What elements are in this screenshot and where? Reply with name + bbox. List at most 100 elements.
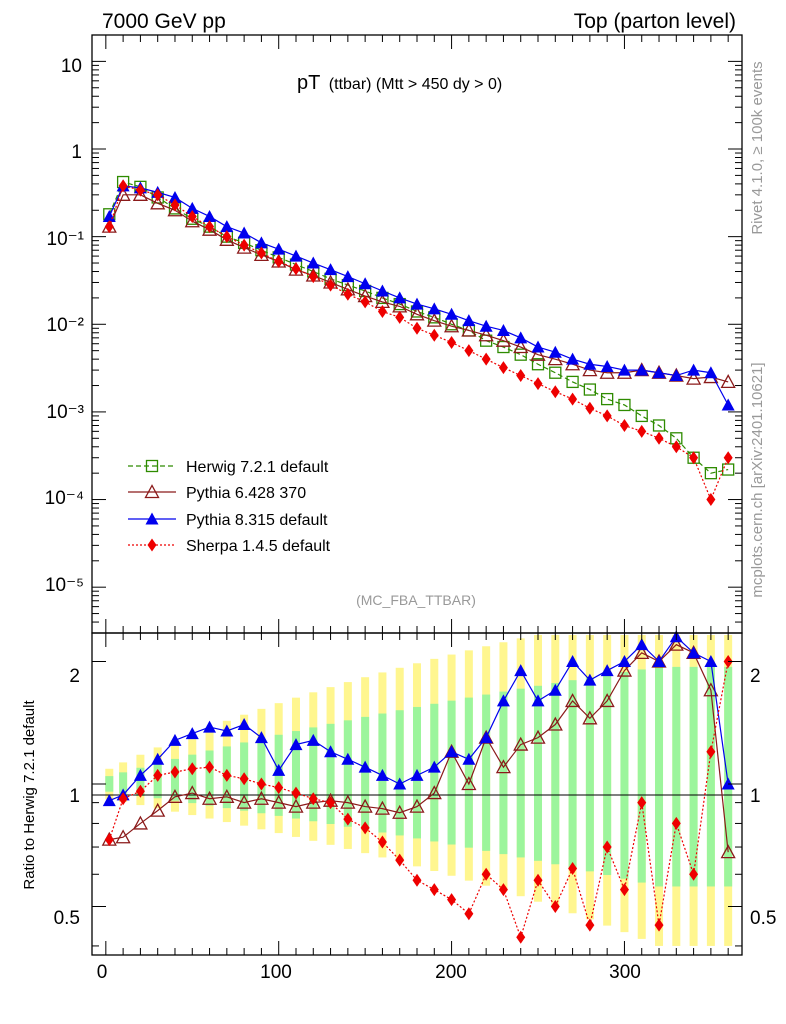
rivet-label: Rivet 4.1.0, ≥ 100k events bbox=[749, 61, 766, 234]
ytick-label: 10⁻² bbox=[47, 315, 85, 336]
data-point bbox=[168, 190, 182, 203]
ratio-point bbox=[703, 682, 719, 697]
legend-marker bbox=[145, 459, 159, 473]
band-green-segment bbox=[257, 738, 266, 814]
band-green-segment bbox=[395, 710, 404, 836]
ratio-point bbox=[720, 844, 736, 859]
axis-ticks bbox=[92, 34, 742, 955]
data-point bbox=[568, 392, 578, 406]
ratio-point bbox=[153, 768, 163, 782]
data-point bbox=[495, 332, 512, 347]
xtick-label: 300 bbox=[609, 962, 641, 983]
ratio-point bbox=[654, 918, 664, 932]
data-point bbox=[566, 352, 580, 365]
band-green-segment bbox=[343, 720, 352, 827]
ratio-point bbox=[599, 693, 615, 708]
band-green-segment bbox=[585, 677, 594, 872]
legend-label-sherpa: Sherpa 1.4.5 default bbox=[186, 538, 331, 555]
data-point bbox=[360, 295, 370, 309]
x-tick-labels: 0 100 200 300 bbox=[97, 962, 641, 983]
band-green-segment bbox=[603, 674, 612, 876]
ratio-point bbox=[170, 765, 180, 779]
ratio-point bbox=[187, 762, 197, 776]
data-point bbox=[720, 374, 736, 389]
ratio-uncertainty-band bbox=[105, 635, 733, 946]
data-point bbox=[723, 451, 733, 465]
series-line-3 bbox=[108, 185, 729, 502]
ratio-point bbox=[132, 815, 148, 830]
data-point bbox=[635, 409, 648, 423]
ratio-point bbox=[374, 800, 391, 815]
data-point bbox=[704, 467, 718, 480]
ratio-point bbox=[706, 745, 716, 759]
ratio-point bbox=[201, 790, 218, 805]
data-point bbox=[618, 398, 631, 412]
ratio-point bbox=[256, 777, 266, 791]
data-point bbox=[513, 339, 529, 354]
data-point bbox=[479, 319, 493, 332]
ratio-point bbox=[568, 861, 578, 875]
data-point bbox=[602, 409, 612, 423]
ratio-point bbox=[412, 873, 422, 887]
data-point bbox=[358, 277, 372, 290]
data-point bbox=[531, 340, 545, 353]
data-point bbox=[637, 424, 647, 438]
band-green-segment bbox=[170, 758, 179, 801]
ratio-point bbox=[203, 720, 217, 733]
ytick-label: 10⁻⁴ bbox=[45, 488, 84, 509]
ratio-point bbox=[151, 752, 165, 765]
data-point bbox=[481, 352, 491, 366]
ratio-point bbox=[616, 662, 633, 677]
ratio-point bbox=[237, 718, 251, 731]
data-point bbox=[617, 363, 631, 376]
data-point bbox=[689, 451, 699, 465]
ratio-point bbox=[585, 918, 595, 932]
ratio-point bbox=[687, 646, 701, 659]
data-point bbox=[341, 270, 355, 283]
data-point bbox=[462, 314, 476, 327]
legend-marker bbox=[147, 538, 157, 552]
ratio-point bbox=[427, 760, 441, 773]
ratio-ytick-label: 2 bbox=[69, 666, 80, 687]
ratio-point bbox=[291, 786, 301, 800]
data-point bbox=[201, 221, 218, 236]
data-point bbox=[583, 383, 597, 396]
ratio-point bbox=[410, 768, 424, 781]
ratio-ytick-label: 1 bbox=[69, 786, 80, 807]
ratio-point bbox=[619, 883, 629, 897]
data-point bbox=[585, 401, 595, 415]
data-point bbox=[686, 370, 702, 385]
ratio-point bbox=[445, 745, 459, 758]
data-point bbox=[550, 385, 560, 399]
ratio-point bbox=[635, 638, 649, 651]
data-point bbox=[427, 302, 441, 315]
ratio-point bbox=[547, 716, 563, 731]
data-point bbox=[566, 375, 579, 389]
ytick-label: 1 bbox=[71, 142, 82, 163]
ratio-point bbox=[205, 760, 215, 774]
ratio-point bbox=[377, 835, 387, 849]
data-point bbox=[306, 256, 320, 269]
series-line-2 bbox=[108, 185, 729, 406]
main-y-tick-labels: 10 1 10⁻¹ 10⁻² 10⁻³ 10⁻⁴ 10⁻⁵ bbox=[45, 56, 84, 596]
data-point bbox=[393, 291, 407, 304]
band-green-segment bbox=[136, 767, 145, 796]
ratio-point bbox=[395, 853, 405, 867]
data-point bbox=[652, 366, 666, 379]
data-point bbox=[599, 364, 615, 379]
ratio-point bbox=[254, 731, 268, 744]
ratio-point bbox=[118, 792, 128, 806]
ratio-point bbox=[104, 833, 114, 847]
data-point bbox=[291, 262, 301, 276]
ratio-point bbox=[340, 794, 356, 809]
band-green-segment bbox=[291, 731, 300, 819]
ratio-point bbox=[704, 655, 718, 668]
data-point bbox=[410, 297, 424, 310]
data-point bbox=[687, 363, 701, 376]
data-point bbox=[669, 369, 683, 382]
data-point bbox=[533, 377, 543, 391]
data-point bbox=[222, 230, 232, 244]
ratio-point bbox=[253, 790, 270, 805]
ratio-point bbox=[271, 794, 287, 809]
mcplots-label: mcplots.cern.ch [arXiv:2401.10621] bbox=[749, 362, 766, 597]
